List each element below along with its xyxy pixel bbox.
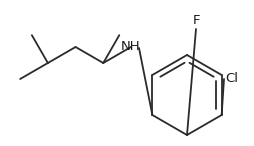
- Text: NH: NH: [121, 40, 141, 53]
- Text: Cl: Cl: [226, 72, 239, 85]
- Text: F: F: [192, 14, 200, 27]
